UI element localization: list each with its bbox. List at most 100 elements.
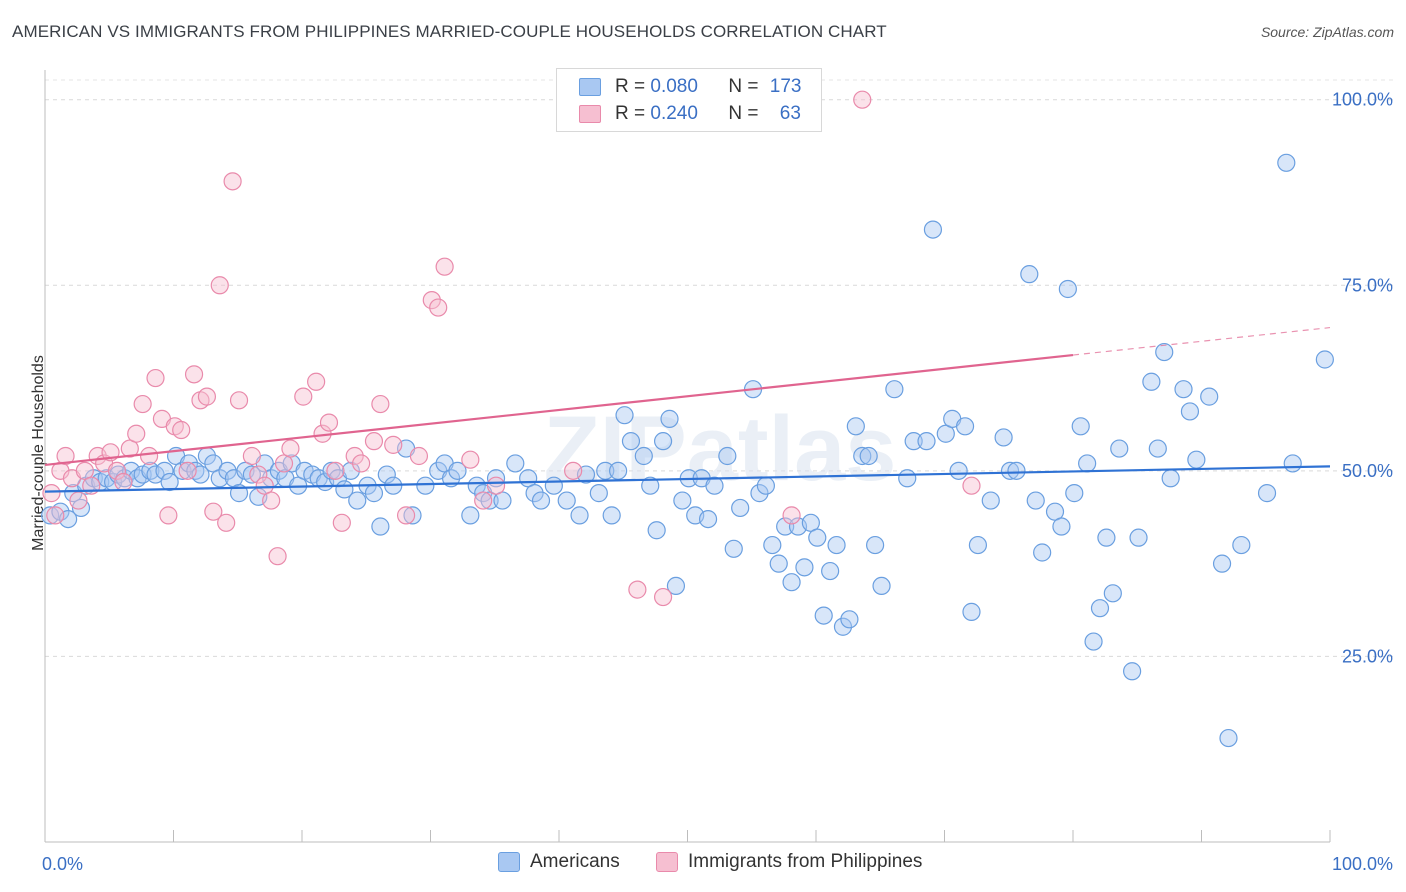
americans-point [641,476,660,495]
y-tick-label: 50.0% [1342,461,1393,481]
philippines-point [139,446,159,466]
americans-point [506,454,525,473]
americans-point [898,469,917,488]
legend-r-label: R = [615,103,651,124]
philippines-point [345,446,364,466]
bottom-legend-philippines: Immigrants from Philippines [656,851,922,873]
americans-point [808,528,827,547]
philippines-point [56,446,75,466]
americans-point [1020,265,1039,284]
americans-point [1058,279,1077,299]
x-tick-label: 0.0% [42,854,83,874]
philippines-trendline [44,353,1074,467]
philippines-point [184,365,204,384]
bottom-legend-americans-label: Americans [530,851,620,872]
philippines-point [352,454,371,473]
americans-point [968,535,988,555]
americans-point [949,461,968,480]
philippines-point [628,580,647,599]
philippines-point [294,387,313,406]
americans-point [994,428,1013,447]
americans-point [821,561,840,581]
americans-point [1187,450,1206,469]
philippines-point [69,491,88,510]
americans-point [1219,728,1238,748]
philippines-point [204,502,223,521]
philippines-point [127,424,146,443]
philippines-point [564,461,583,480]
americans-point [403,506,422,525]
americans-point [782,573,801,592]
americans-point [173,461,192,480]
americans-point [621,432,641,451]
americans-point [1103,584,1122,603]
philippines-point [242,446,261,466]
y-tick-label: 100.0% [1332,90,1393,110]
philippines-point [46,506,65,525]
philippines-point [178,461,197,480]
americans-point [596,461,615,480]
philippines-point [384,435,403,454]
americans-point [833,617,853,636]
philippines-point [210,276,229,295]
americans-point [155,461,174,480]
americans-point [371,517,390,536]
americans-point [1123,662,1142,681]
philippines-point [409,446,429,466]
americans-swatch [579,78,601,96]
philippines-point [429,298,448,317]
americans-point [647,521,666,540]
americans-point [923,220,943,239]
americans-point [955,417,975,436]
americans-point [1232,535,1251,555]
philippines-point [332,513,351,532]
philippines-point [422,291,441,310]
americans-point [160,472,179,492]
philippines-point [364,432,384,451]
americans-point [461,506,480,525]
americans-point [666,576,686,596]
americans-point [904,432,923,451]
americans-point [872,576,891,596]
americans-point [544,476,563,495]
x-tick-label: 100.0% [1332,854,1393,874]
americans-point [1148,439,1167,458]
americans-point [962,602,981,621]
philippines-point [962,476,981,495]
americans-point [840,610,859,629]
philippines-point [223,172,242,191]
americans-point [1090,599,1110,618]
philippines-point [653,587,673,607]
americans-point [981,491,1000,510]
americans-point [698,509,718,529]
philippines-swatch [656,852,678,872]
americans-point [242,465,261,484]
legend-n-value: 173 [769,76,802,97]
americans-point [615,406,634,425]
americans-point [1097,528,1116,547]
americans-point [589,484,608,503]
americans-point [634,446,653,466]
americans-point [1052,517,1071,536]
philippines-point [486,476,506,495]
americans-point [218,461,237,480]
legend-box: R = 0.080 N = 173 R = 0.240 N = 63 [556,68,822,132]
philippines-point [229,391,249,410]
americans-point [1000,461,1020,480]
americans-point [1065,484,1084,503]
americans-point [731,498,750,518]
philippines-point [853,90,872,109]
americans-point [1071,417,1090,436]
americans-point [1180,402,1200,421]
y-tick-label: 25.0% [1342,646,1393,666]
philippines-point [133,394,152,414]
chart-source: Source: ZipAtlas.com [1260,24,1394,40]
americans-point [602,506,621,525]
americans-point [1155,342,1174,362]
americans-point [673,491,692,510]
philippines-point [396,506,416,525]
americans-point [1078,454,1097,473]
americans-point [1161,469,1180,488]
americans-point [1129,528,1148,547]
